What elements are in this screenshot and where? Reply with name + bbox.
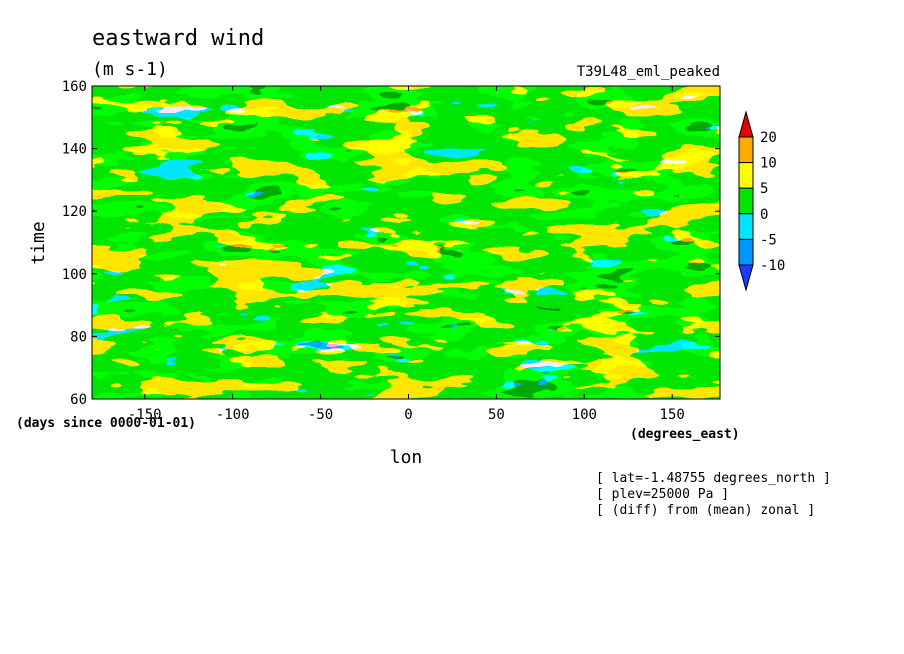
colorbar-label: 5 [760,181,768,197]
y-tick-label: 140 [62,142,87,158]
y-tick-label: 120 [62,204,87,220]
colorbar-swatch [738,136,754,164]
colorbar-extend-high [738,110,754,138]
colorbar-extend-low [738,264,754,292]
wind-field [92,86,720,399]
x-tick-label: 150 [660,407,685,423]
colorbar-swatch [738,187,754,215]
y-tick-label: 160 [62,79,87,95]
y-axis: 60 80 100 120 140 160 [62,79,720,408]
x-axis: -150 -100 -50 0 50 100 150 [128,86,685,423]
x-tick-label: -100 [216,407,250,423]
y-axis-label: time [28,221,49,264]
x-tick-label: -50 [308,407,333,423]
colorbar-swatch [738,162,754,189]
chart-title: eastward wind [92,26,264,51]
chart-subtitle: (m s-1) [92,59,168,80]
run-label: T39L48_eml_peaked [577,64,720,80]
plot-area [92,86,720,399]
colorbar-swatch [738,238,754,266]
x-axis-label: lon [390,447,423,468]
y-tick-label: 80 [70,329,87,345]
annotation-diff: [ (diff) from (mean) zonal ] [596,503,815,518]
x-tick-label: 0 [404,407,412,423]
x-axis-unit: (degrees_east) [630,427,740,442]
y-axis-unit: (days since 0000-01-01) [16,416,196,431]
colorbar-label: -10 [760,258,785,274]
colorbar-label: 20 [760,130,777,146]
x-tick-label: -150 [128,407,162,423]
colorbar: 20 10 5 0 -5 -10 [738,110,785,292]
y-tick-label: 60 [70,392,87,408]
colorbar-label: 10 [760,156,777,172]
annotation-latitude: [ lat=-1.48755 degrees_north ] [596,471,831,486]
y-tick-label: 100 [62,267,87,283]
plot-frame [91,85,721,400]
annotations: [ lat=-1.48755 degrees_north ] [ plev=25… [596,471,831,518]
colorbar-label: 0 [760,207,768,223]
annotation-pressure-level: [ plev=25000 Pa ] [596,487,729,502]
colorbar-swatch [738,213,754,240]
x-tick-label: 50 [488,407,505,423]
colorbar-label: -5 [760,232,777,248]
x-tick-label: 100 [572,407,597,423]
